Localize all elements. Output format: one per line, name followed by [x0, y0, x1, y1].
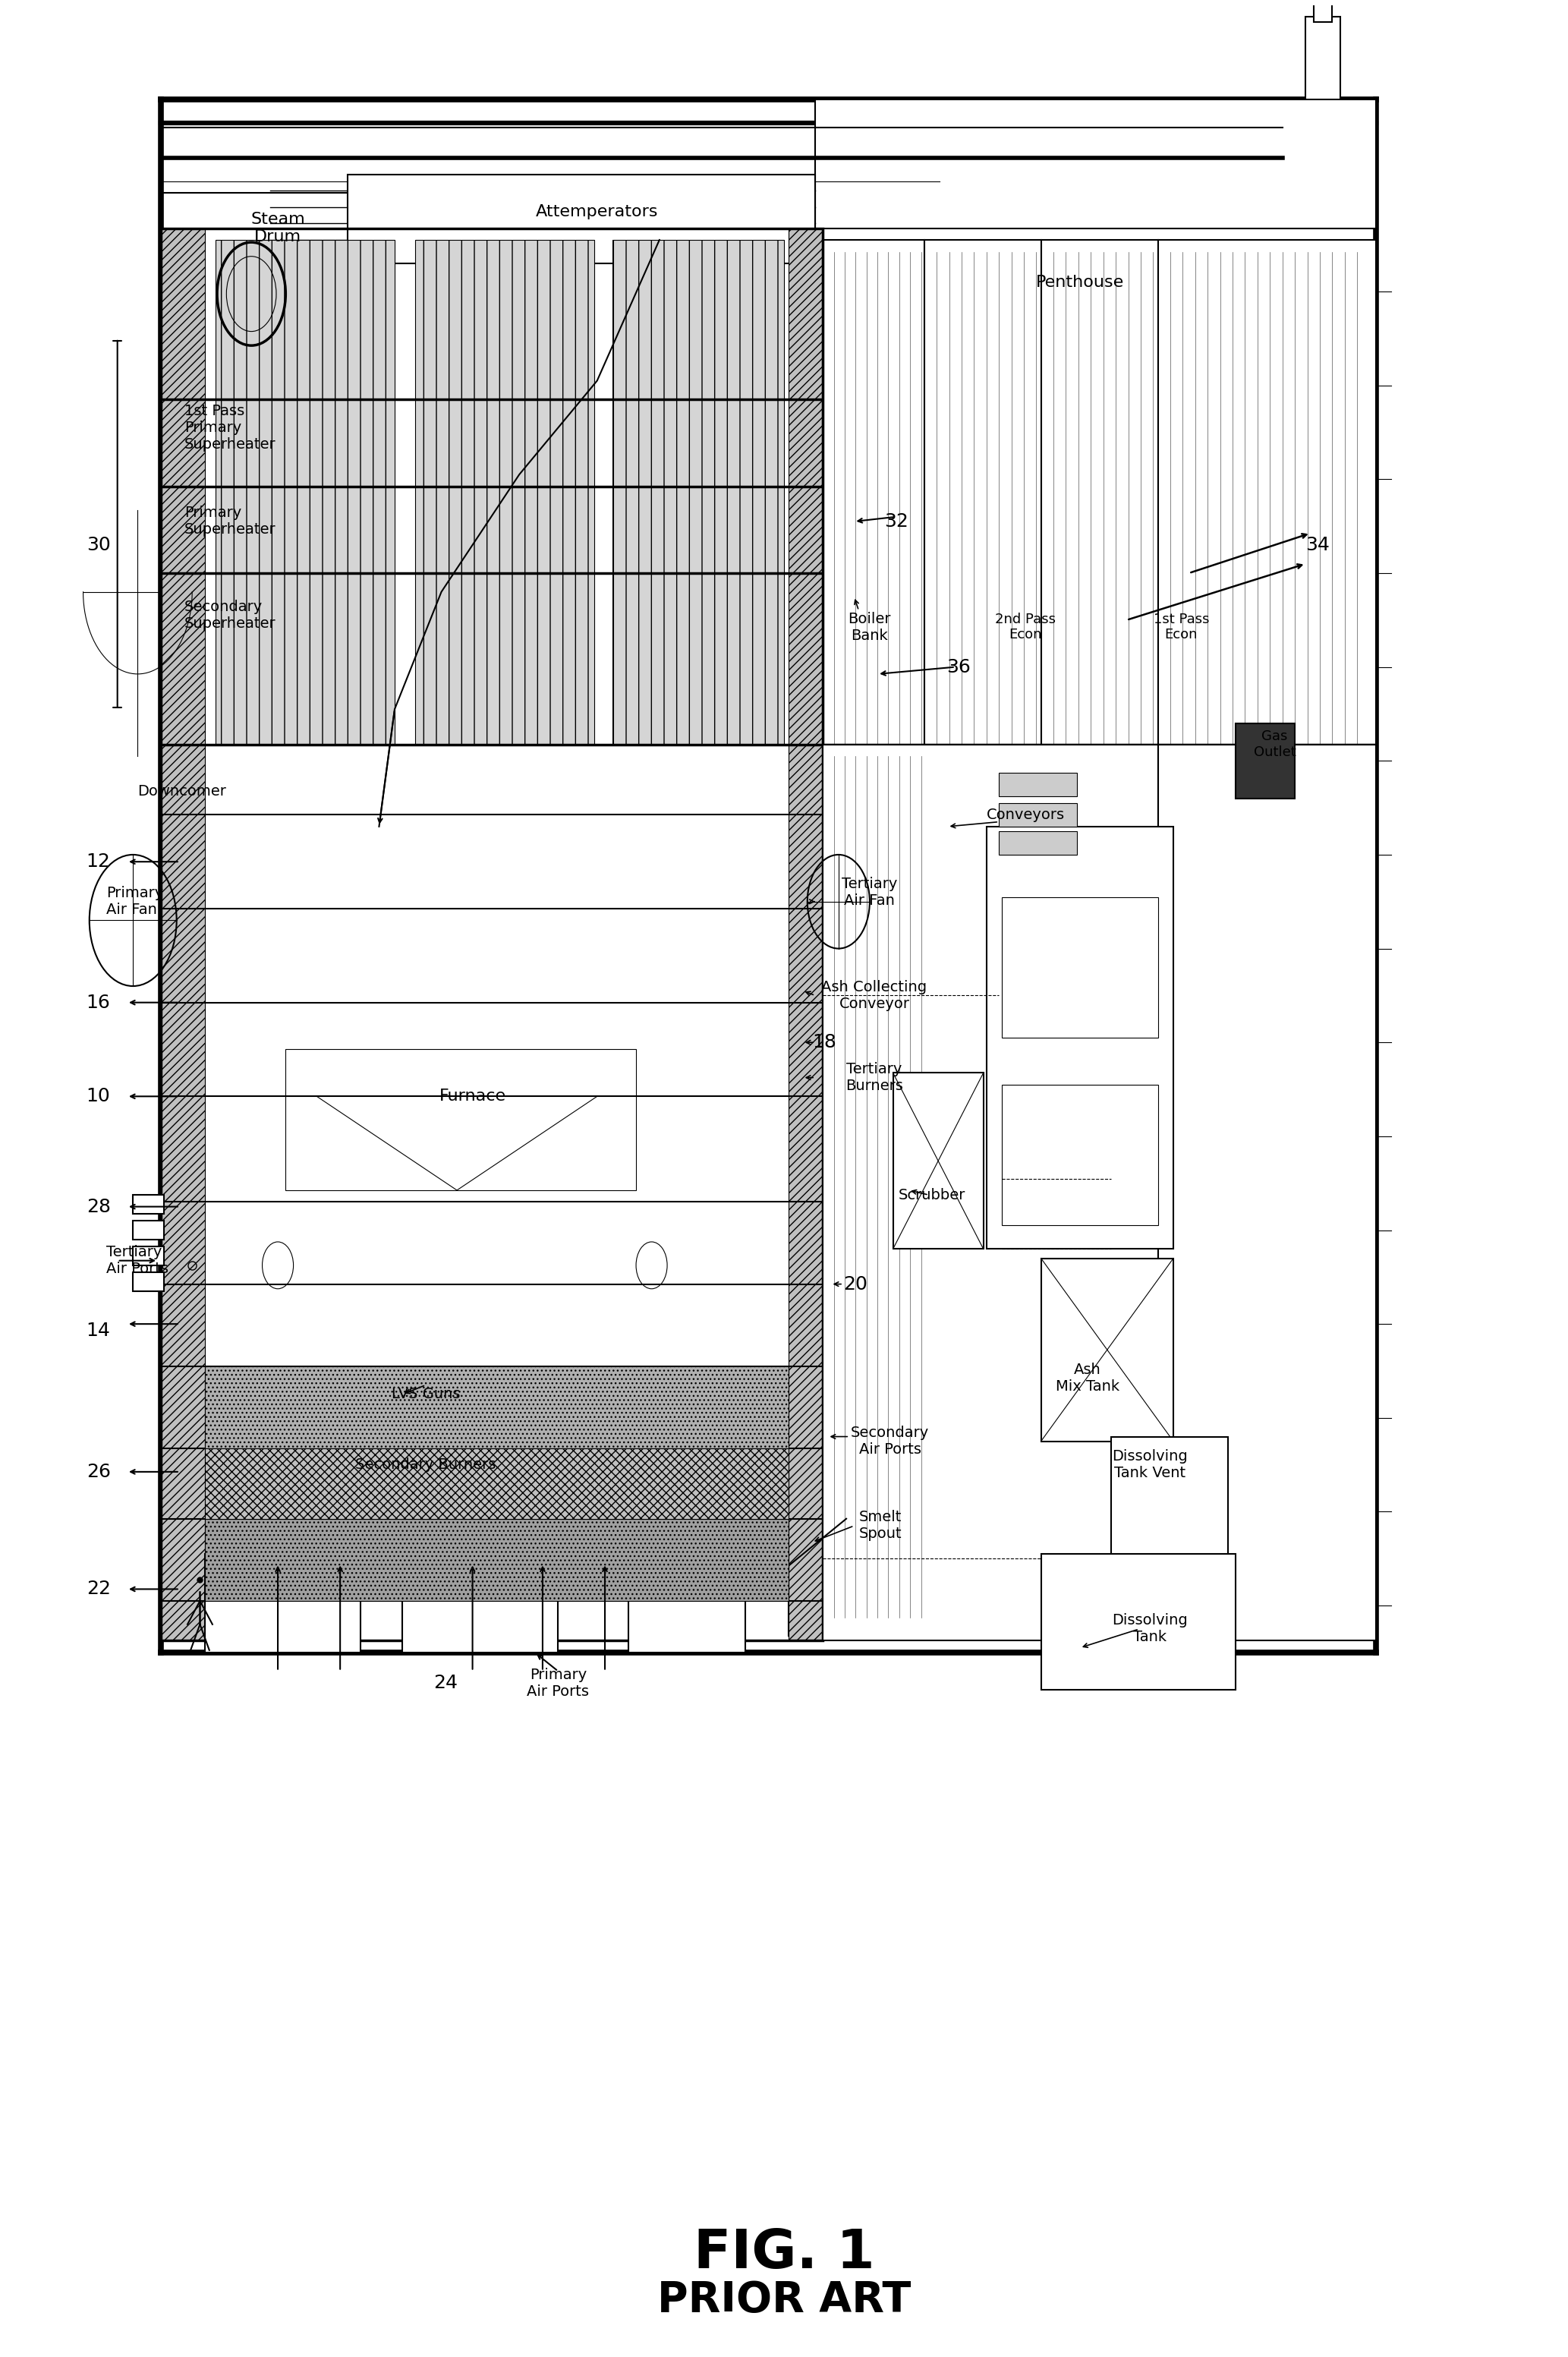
- Text: Attemperators: Attemperators: [536, 205, 659, 219]
- Text: 12: 12: [86, 853, 110, 870]
- Bar: [789, 229, 823, 1640]
- Bar: [823, 240, 924, 745]
- Text: 20: 20: [844, 1275, 867, 1294]
- Bar: [894, 1072, 983, 1249]
- Text: 1st Pass
Econ: 1st Pass Econ: [1152, 613, 1209, 641]
- Text: Furnace: Furnace: [439, 1089, 506, 1103]
- Text: Tertiary
Air Fan: Tertiary Air Fan: [842, 877, 897, 907]
- Text: 14: 14: [86, 1322, 110, 1341]
- Text: Ash Collecting
Conveyor: Ash Collecting Conveyor: [822, 981, 927, 1011]
- Bar: [823, 745, 1157, 1640]
- Bar: [133, 1273, 165, 1292]
- Text: 16: 16: [86, 992, 110, 1011]
- Text: Secondary
Air Ports: Secondary Air Ports: [851, 1426, 930, 1457]
- Text: Primary
Superheater: Primary Superheater: [185, 507, 276, 537]
- Bar: [1112, 1438, 1228, 1558]
- Bar: [1306, 16, 1341, 111]
- Bar: [1002, 898, 1157, 1037]
- Text: Downcomer: Downcomer: [138, 785, 226, 799]
- Bar: [1157, 745, 1375, 1640]
- Text: Secondary Burners: Secondary Burners: [356, 1457, 495, 1473]
- Bar: [162, 99, 1375, 1652]
- Bar: [162, 229, 205, 1640]
- Text: Tertiary
Air Ports: Tertiary Air Ports: [107, 1244, 169, 1275]
- Text: 34: 34: [1306, 535, 1330, 554]
- Bar: [285, 1049, 637, 1190]
- Text: 24: 24: [434, 1673, 458, 1692]
- Text: Gas
Outlet: Gas Outlet: [1253, 731, 1295, 759]
- Text: 1st Pass
Primary
Superheater: 1st Pass Primary Superheater: [185, 403, 276, 453]
- Bar: [999, 773, 1077, 797]
- Text: Conveyors: Conveyors: [986, 808, 1065, 823]
- Text: 36: 36: [947, 658, 971, 676]
- Text: 22: 22: [86, 1579, 111, 1598]
- Text: Primary
Air Ports: Primary Air Ports: [527, 1666, 590, 1699]
- Bar: [416, 240, 594, 745]
- Text: 28: 28: [86, 1197, 111, 1216]
- Bar: [162, 229, 823, 1640]
- Bar: [1041, 240, 1157, 745]
- Text: Primary
Air Fan: Primary Air Fan: [107, 886, 163, 917]
- Bar: [1002, 1084, 1157, 1226]
- Bar: [215, 240, 395, 745]
- Text: LVS Guns: LVS Guns: [392, 1388, 459, 1402]
- Text: Boiler
Bank: Boiler Bank: [848, 610, 891, 643]
- Bar: [629, 1553, 745, 1652]
- Bar: [205, 1553, 361, 1652]
- Bar: [1041, 1553, 1236, 1690]
- Bar: [133, 1247, 165, 1266]
- Text: 32: 32: [884, 511, 908, 530]
- Text: Penthouse: Penthouse: [1036, 273, 1124, 290]
- Text: Smelt
Spout: Smelt Spout: [859, 1511, 902, 1541]
- Text: Ash
Mix Tank: Ash Mix Tank: [1055, 1362, 1120, 1393]
- Bar: [1314, 0, 1333, 21]
- Text: Scrubber: Scrubber: [898, 1188, 966, 1202]
- Bar: [133, 1221, 165, 1240]
- Bar: [403, 1553, 558, 1652]
- Text: Steam
Drum: Steam Drum: [251, 212, 306, 245]
- Bar: [133, 1195, 165, 1214]
- Text: 18: 18: [812, 1032, 836, 1051]
- Bar: [1157, 240, 1375, 745]
- Bar: [986, 827, 1173, 1249]
- Text: 2nd Pass
Econ: 2nd Pass Econ: [996, 613, 1055, 641]
- Bar: [999, 832, 1077, 856]
- Text: 30: 30: [86, 535, 110, 554]
- Text: PRIOR ART: PRIOR ART: [657, 2279, 911, 2322]
- Text: Dissolving
Tank: Dissolving Tank: [1112, 1615, 1189, 1645]
- Bar: [613, 240, 784, 745]
- Bar: [815, 99, 1375, 229]
- Bar: [924, 240, 1041, 745]
- Text: Secondary
Superheater: Secondary Superheater: [185, 599, 276, 632]
- Text: 10: 10: [86, 1087, 110, 1105]
- Bar: [205, 1518, 789, 1600]
- Text: Tertiary
Burners: Tertiary Burners: [845, 1063, 903, 1094]
- Bar: [205, 1367, 789, 1447]
- Bar: [348, 174, 815, 264]
- Bar: [205, 1447, 789, 1518]
- Bar: [999, 804, 1077, 827]
- Text: Dissolving
Tank Vent: Dissolving Tank Vent: [1112, 1450, 1189, 1480]
- Bar: [1041, 1259, 1173, 1440]
- Text: 26: 26: [86, 1464, 111, 1480]
- Text: FIG. 1: FIG. 1: [693, 2227, 875, 2279]
- Bar: [1236, 724, 1295, 799]
